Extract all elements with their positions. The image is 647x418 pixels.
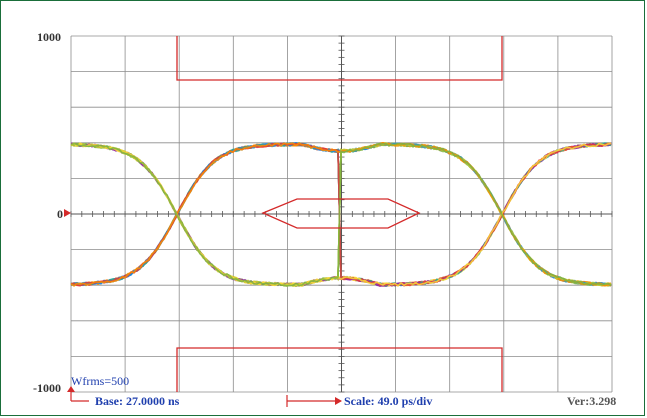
mask-regions (176, 36, 503, 392)
version-label: Ver:3.298 (567, 394, 616, 408)
center-mask (261, 198, 421, 229)
graticule-grid (70, 35, 613, 393)
eye-trace (70, 142, 612, 287)
y-label-bottom: -1000 (33, 381, 61, 395)
time-base-readout: Base: 27.0000 ns (95, 394, 180, 408)
upper-mask (176, 36, 503, 81)
scale-readout: Scale: 49.0 ps/div (344, 394, 432, 408)
scale-marker-icon (286, 395, 342, 407)
waveform-count: Wfrms=500 (71, 374, 129, 388)
eye-traces (70, 141, 612, 288)
lower-mask (176, 347, 503, 392)
zero-marker-icon (64, 209, 71, 217)
y-label-zero: 0 (57, 207, 63, 221)
base-marker-icon (67, 386, 89, 402)
y-label-top: 1000 (37, 30, 61, 44)
